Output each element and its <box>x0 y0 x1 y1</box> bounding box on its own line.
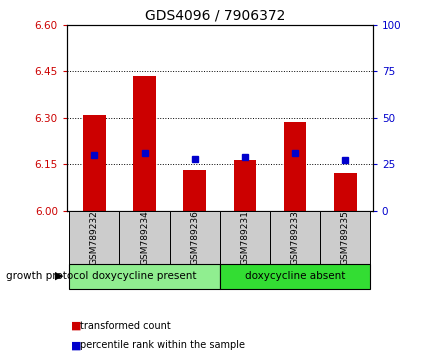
Bar <box>333 173 356 211</box>
Text: GSM789233: GSM789233 <box>290 210 299 265</box>
Bar <box>119 211 169 264</box>
Bar <box>169 211 219 264</box>
Text: GDS4096 / 7906372: GDS4096 / 7906372 <box>145 9 285 23</box>
Text: GSM789236: GSM789236 <box>190 210 199 265</box>
Text: GSM789235: GSM789235 <box>340 210 349 265</box>
Bar <box>69 264 219 289</box>
Bar <box>69 211 119 264</box>
Text: doxycycline present: doxycycline present <box>92 271 197 281</box>
Bar <box>233 160 255 211</box>
Bar <box>183 170 206 211</box>
Text: percentile rank within the sample: percentile rank within the sample <box>80 340 244 350</box>
Text: ▶: ▶ <box>55 271 64 281</box>
Bar <box>269 211 319 264</box>
Bar <box>219 211 269 264</box>
Bar <box>319 211 369 264</box>
Text: GSM789234: GSM789234 <box>140 210 149 264</box>
Text: transformed count: transformed count <box>80 321 170 331</box>
Text: ■: ■ <box>71 321 81 331</box>
Text: GSM789232: GSM789232 <box>90 210 98 264</box>
Bar <box>83 115 105 211</box>
Text: doxycycline absent: doxycycline absent <box>244 271 344 281</box>
Bar <box>219 264 369 289</box>
Bar <box>133 76 156 211</box>
Text: GSM789231: GSM789231 <box>240 210 249 265</box>
Text: growth protocol: growth protocol <box>6 271 89 281</box>
Text: ■: ■ <box>71 340 81 350</box>
Bar <box>283 122 306 211</box>
